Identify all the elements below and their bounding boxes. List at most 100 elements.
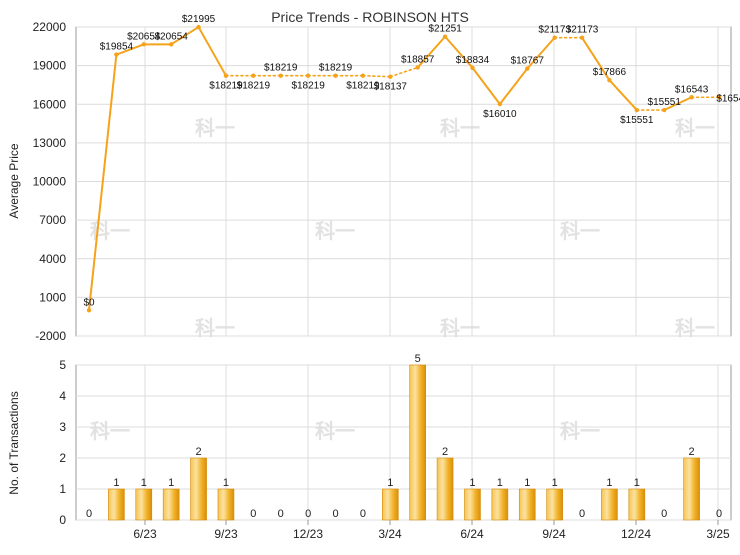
- price-grid: [76, 26, 731, 337]
- price-point: [415, 65, 420, 70]
- price-point: [634, 107, 640, 113]
- watermark-text: 科一: [195, 116, 235, 140]
- price-point: [388, 74, 393, 79]
- transaction-bar: [546, 488, 563, 521]
- price-data-label: $16543: [675, 84, 709, 95]
- price-line-segment: [471, 66, 501, 106]
- transaction-count-label: 0: [661, 508, 667, 520]
- price-y-axis-label: Average Price: [7, 143, 21, 218]
- transactions-x-tick-label: 9/23: [214, 527, 238, 541]
- watermark-text: 科一: [560, 219, 600, 243]
- transaction-bar: [683, 457, 700, 521]
- price-point: [114, 52, 119, 57]
- price-y-axis-ticks: -2000 1000 4000 7000 10000 13000 16000 19000 220…: [33, 20, 67, 343]
- transaction-count-label: 5: [415, 353, 421, 365]
- price-point: [552, 35, 557, 40]
- transactions-bars: [108, 364, 700, 521]
- price-data-label: $18219: [319, 63, 353, 74]
- transactions-x-tick-label: 9/24: [542, 527, 566, 541]
- price-data-label: $21173: [538, 25, 571, 36]
- price-data-label: $18857: [401, 54, 435, 65]
- transactions-x-tick-label: 12/23: [293, 527, 323, 541]
- transaction-count-label: 2: [442, 446, 448, 458]
- price-line-segment: [526, 36, 556, 70]
- transactions-y-tick-label: 1: [59, 482, 66, 496]
- price-data-label: $18137: [374, 82, 408, 93]
- price-data-label: $18219: [209, 81, 243, 92]
- price-y-tick-label: 19000: [33, 59, 67, 73]
- price-data-label: $18834: [456, 55, 490, 66]
- price-line-segment: [581, 36, 611, 82]
- chart-title: Price Trends - ROBINSON HTS: [271, 9, 469, 25]
- price-data-label: $20654: [154, 31, 188, 42]
- price-point: [360, 73, 366, 78]
- price-y-tick-label: -2000: [35, 329, 66, 343]
- price-point: [607, 78, 612, 83]
- watermark-text: 科一: [440, 116, 480, 140]
- price-line-segment: [197, 26, 227, 77]
- price-y-tick-label: 22000: [33, 20, 67, 34]
- price-y-tick-label: 4000: [39, 252, 66, 266]
- transaction-count-label: 1: [387, 477, 393, 489]
- transaction-count-label: 1: [168, 477, 174, 489]
- price-y-tick-label: 7000: [39, 213, 66, 227]
- price-data-label: $17866: [593, 67, 627, 78]
- price-trend-chart: Price Trends - ROBINSON HTS -2000 1000 400…: [7, 9, 740, 343]
- price-data-label: $18219: [346, 81, 380, 92]
- price-point: [497, 101, 503, 107]
- price-point: [333, 73, 338, 78]
- transaction-count-label: 1: [113, 477, 119, 489]
- transaction-count-label: 1: [469, 477, 475, 489]
- watermark-text: 科一: [675, 116, 715, 140]
- watermark-text: 科一: [315, 419, 355, 443]
- transactions-x-tick-label: 3/25: [706, 527, 730, 541]
- price-point: [305, 73, 311, 78]
- transactions-y-tick-label: 4: [59, 389, 66, 403]
- transaction-count-label: 0: [305, 508, 311, 520]
- price-point: [196, 24, 201, 30]
- price-line-series: [88, 26, 720, 312]
- transaction-count-label: 0: [86, 508, 92, 520]
- price-data-label: $16543: [716, 93, 740, 104]
- price-line-segment: [444, 35, 474, 69]
- price-data-label: $18219: [291, 81, 325, 92]
- price-point: [251, 73, 256, 78]
- price-point: [662, 107, 667, 113]
- price-data-label: $0: [83, 297, 95, 308]
- transaction-count-label: 1: [223, 477, 229, 489]
- price-line-segment: [416, 35, 447, 69]
- transaction-bar: [162, 488, 180, 521]
- price-point: [86, 308, 92, 313]
- transactions-x-tick-label: 3/24: [378, 527, 402, 541]
- price-line-segment: [389, 66, 419, 78]
- transaction-count-label: 0: [250, 508, 256, 520]
- transactions-y-tick-label: 2: [59, 451, 66, 465]
- price-point: [278, 73, 283, 78]
- transactions-grid: [76, 364, 731, 521]
- price-point: [168, 42, 174, 47]
- price-y-tick-label: 13000: [33, 136, 67, 150]
- transaction-count-label: 1: [141, 477, 147, 489]
- price-line-segment: [170, 26, 200, 46]
- price-y-tick-label: 10000: [33, 175, 67, 189]
- watermark-text: 科一: [560, 419, 600, 443]
- price-data-labels: $0$19854$20654$20654$21995$18219$18219$1…: [83, 14, 740, 308]
- transaction-bar: [108, 488, 125, 521]
- price-data-label: $18767: [511, 56, 545, 67]
- transactions-chart: 0 1 2 3 4 5 No. of Transactions 0 1 1 1 2 1 0 0 0 0 0 1 5…: [7, 353, 732, 541]
- transaction-count-label: 2: [689, 446, 695, 458]
- price-data-label: $15551: [620, 115, 654, 126]
- transaction-bar: [464, 488, 481, 521]
- transactions-y-axis-ticks: 0 1 2 3 4 5: [59, 358, 66, 527]
- price-data-label: $18219: [237, 81, 271, 92]
- price-point: [470, 65, 475, 70]
- transactions-y-tick-label: 0: [59, 513, 66, 527]
- price-data-label: $16010: [483, 109, 517, 120]
- price-point: [223, 73, 229, 78]
- transaction-count-label: 2: [196, 446, 202, 458]
- transaction-count-label: 1: [606, 477, 612, 489]
- transaction-bar: [135, 488, 153, 521]
- price-data-label: $21251: [428, 24, 462, 35]
